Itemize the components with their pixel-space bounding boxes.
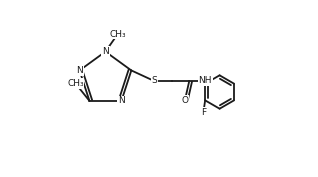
Text: CH₃: CH₃: [109, 30, 126, 39]
Text: N: N: [118, 96, 125, 105]
Text: N: N: [76, 66, 83, 75]
Text: F: F: [201, 108, 206, 117]
Text: N: N: [102, 47, 109, 56]
Text: O: O: [181, 96, 188, 105]
Text: S: S: [151, 76, 157, 85]
Text: NH: NH: [198, 76, 212, 85]
Text: CH₃: CH₃: [67, 79, 84, 88]
